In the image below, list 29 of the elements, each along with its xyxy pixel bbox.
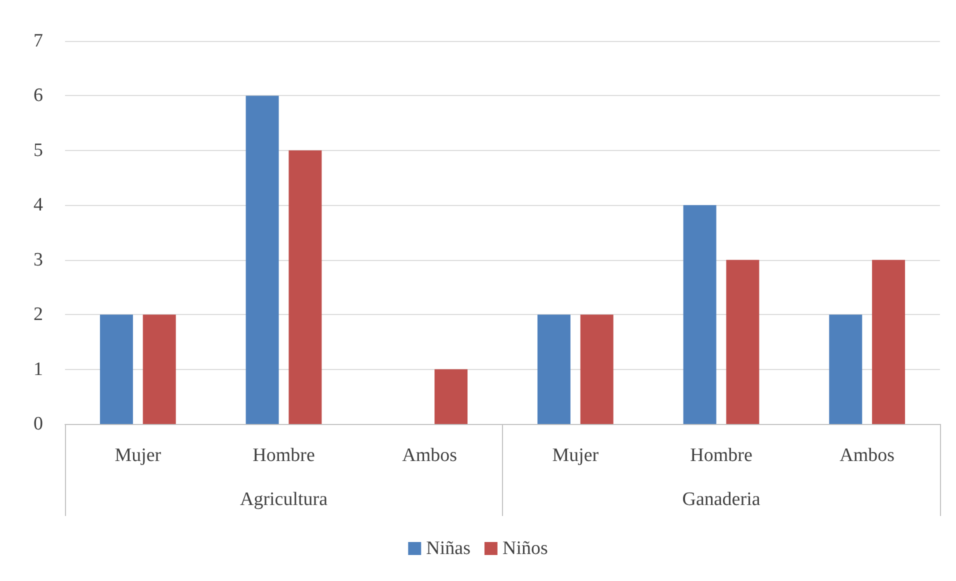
bar [537,314,570,424]
x-tick-label: Ambos [402,445,458,466]
bar [434,369,468,424]
bar [142,314,176,424]
text: Agricultura [240,489,328,510]
text: Ganaderia [682,489,761,510]
bar [829,314,862,424]
legend-label: Niñas [426,538,470,559]
bar [246,96,279,424]
bar [100,314,133,424]
y-tick-label: 2 [34,304,43,326]
y-tick-label: 0 [34,414,43,434]
legend-label: Niños [502,538,548,559]
x-tick-label: Hombre [252,445,315,466]
y-tick-label: 5 [34,140,43,161]
y-tick-label: 7 [34,30,43,52]
x-tick-label: Ambos [840,445,895,466]
y-tick-label: 4 [34,194,44,216]
x-tick-label: Hombre [690,445,752,466]
x-tick-label: Mujer [114,445,162,466]
bar [288,150,322,424]
y-tick-label: 3 [34,249,43,270]
bar [683,205,716,424]
bar [580,314,614,424]
y-tick-label: 6 [34,85,43,106]
bar [872,260,906,424]
y-tick-label: 1 [34,358,43,380]
bar [726,260,760,424]
x-tick-label: Mujer [552,445,600,466]
